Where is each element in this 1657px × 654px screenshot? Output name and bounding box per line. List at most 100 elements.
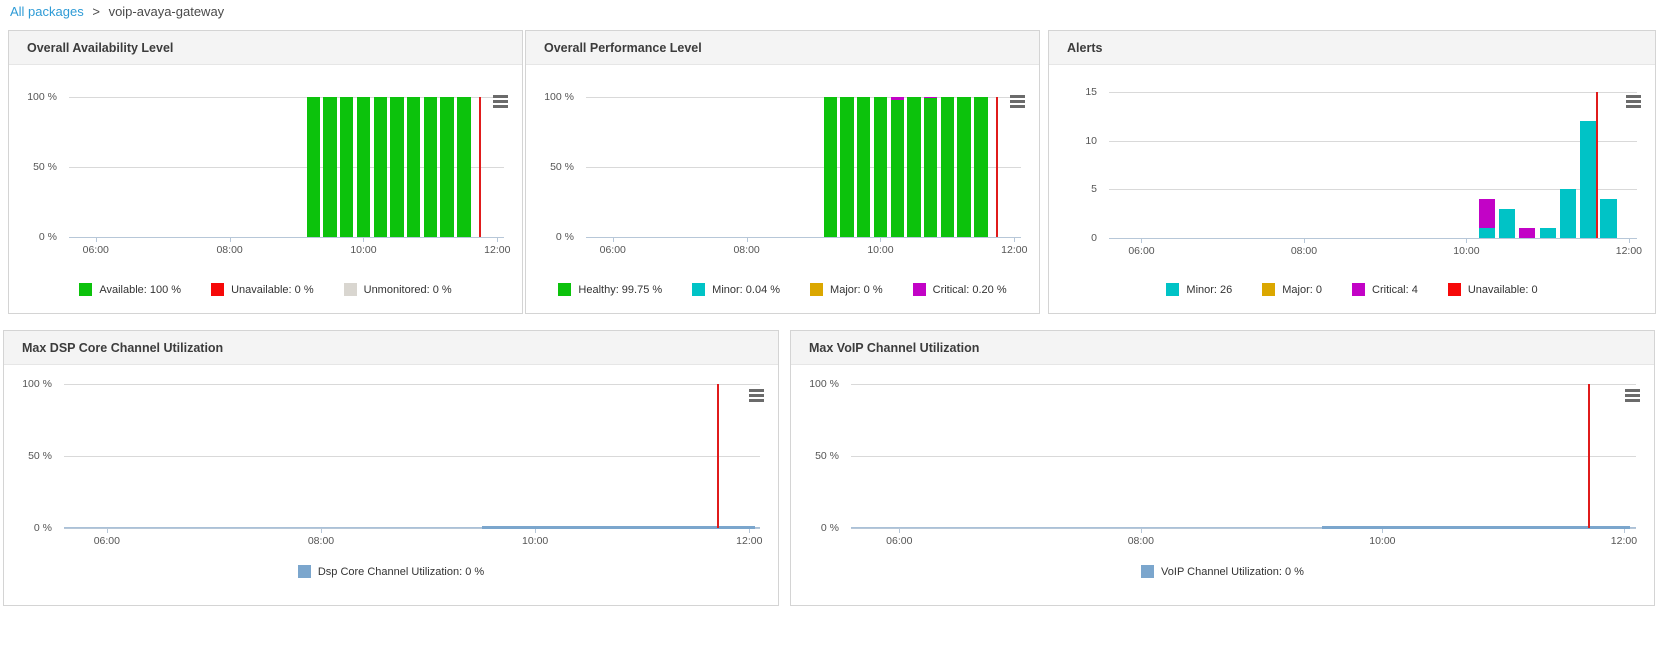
bar-11:00[interactable] — [423, 97, 438, 237]
x-axis-line — [586, 237, 1021, 238]
y-axis-label: 100 % — [27, 91, 57, 103]
breadcrumb-link-all-packages[interactable]: All packages — [10, 4, 84, 19]
performance-chart[interactable]: 0 % 50 % 100 % 06:00 08:00 10:00 12:00 Healthy:… — [526, 65, 1039, 313]
legend-swatch-minor_cyan — [692, 283, 706, 296]
bar-10:15[interactable] — [1478, 199, 1495, 238]
panel-body: 0 % 50 % 100 % 06:00 08:00 10:00 12:00 Dsp Core… — [4, 365, 778, 605]
bar-segment-available_green — [890, 100, 904, 237]
legend-swatch-critical_magenta — [1352, 283, 1366, 296]
voip-utilization-chart[interactable]: 0 % 50 % 100 % 06:00 08:00 10:00 12:00 VoIP Cha… — [791, 365, 1654, 605]
bar-09:30[interactable] — [840, 97, 854, 237]
panel-max-dsp-core-channel-utilization: Max DSP Core Channel Utilization 0 % 50 %… — [3, 330, 779, 606]
gridline — [69, 97, 504, 98]
bar-segment-available_green — [873, 97, 888, 237]
bar-10:30[interactable] — [1498, 208, 1516, 238]
current-time-line — [1596, 92, 1599, 238]
chart-menu-icon[interactable] — [749, 387, 764, 404]
legend-item: Unavailable: 0 — [1447, 283, 1538, 296]
bar-11:45[interactable] — [1600, 199, 1617, 238]
x-axis-line — [1109, 238, 1637, 239]
x-axis-tick — [106, 528, 108, 533]
bar-11:15[interactable] — [1559, 189, 1577, 238]
x-axis-tick — [363, 237, 365, 242]
legend-item: Minor: 26 — [1166, 283, 1232, 296]
chart-menu-icon[interactable] — [1010, 93, 1025, 110]
bar-segment-critical_magenta — [890, 97, 904, 101]
bar-10:45[interactable] — [923, 97, 938, 237]
panel-title: Alerts — [1067, 41, 1103, 55]
x-axis-label: 10:00 — [1369, 535, 1396, 547]
bar-segment-available_green — [940, 97, 955, 237]
bar-11:00[interactable] — [940, 97, 955, 237]
bar-10:15[interactable] — [373, 97, 387, 237]
series-line — [481, 526, 755, 529]
gridline — [851, 384, 1636, 385]
bar-10:00[interactable] — [873, 97, 888, 237]
bar-10:30[interactable] — [390, 97, 404, 237]
bar-11:30[interactable] — [457, 97, 471, 237]
x-axis-label: 12:00 — [484, 244, 511, 256]
x-axis-tick — [749, 528, 751, 533]
legend-item: Major: 0 — [1262, 283, 1322, 296]
panel-title: Max VoIP Channel Utilization — [809, 341, 980, 355]
chart-legend: VoIP Channel Utilization: 0 % — [791, 565, 1654, 578]
bar-09:30[interactable] — [323, 97, 337, 237]
bar-segment-minor_cyan — [1580, 121, 1597, 238]
dsp-utilization-chart[interactable]: 0 % 50 % 100 % 06:00 08:00 10:00 12:00 Dsp Core… — [4, 365, 778, 605]
y-axis-label: 0 — [1091, 232, 1097, 244]
x-axis-tick — [535, 528, 537, 533]
panel-header: Overall Availability Level — [9, 31, 522, 65]
y-axis-label: 100 % — [544, 91, 574, 103]
x-axis-tick — [612, 237, 614, 242]
bar-09:45[interactable] — [857, 97, 871, 237]
bar-11:15[interactable] — [440, 97, 454, 237]
panel-alerts: Alerts 0 5 10 15 06:00 08:00 10:00 12:00 Minor: … — [1048, 30, 1656, 314]
bar-09:45[interactable] — [340, 97, 354, 237]
alerts-chart[interactable]: 0 5 10 15 06:00 08:00 10:00 12:00 Minor: 26 Major… — [1049, 65, 1655, 313]
x-axis-tick — [1628, 238, 1630, 243]
bar-segment-available_green — [907, 97, 921, 237]
x-axis-tick — [95, 237, 97, 242]
x-axis-tick — [320, 528, 322, 533]
legend-swatch-unavailable_red — [211, 283, 225, 296]
bar-segment-minor_cyan — [1559, 189, 1577, 238]
bar-11:30[interactable] — [974, 97, 988, 237]
availability-chart[interactable]: 0 % 50 % 100 % 06:00 08:00 10:00 12:00 Availabl… — [9, 65, 522, 313]
bar-segment-available_green — [423, 97, 438, 237]
y-axis-label: 0 % — [33, 522, 52, 534]
panel-header: Max DSP Core Channel Utilization — [4, 331, 778, 365]
series-line — [1322, 526, 1630, 529]
y-axis-label: 15 — [1085, 86, 1097, 98]
bar-11:30[interactable] — [1580, 121, 1597, 238]
bar-11:15[interactable] — [957, 97, 971, 237]
bar-10:15[interactable] — [890, 97, 904, 237]
bar-10:45[interactable] — [406, 97, 421, 237]
bar-segment-available_green — [457, 97, 471, 237]
bar-10:45[interactable] — [1519, 228, 1536, 238]
bar-09:15[interactable] — [823, 97, 837, 237]
chart-menu-icon[interactable] — [1626, 93, 1641, 110]
x-axis-label: 06:00 — [82, 244, 109, 256]
legend-label: Unmonitored: 0 % — [363, 283, 452, 296]
gridline — [64, 384, 760, 385]
legend-item: Unmonitored: 0 % — [343, 283, 452, 296]
panel-header: Overall Performance Level — [526, 31, 1039, 65]
bar-10:00[interactable] — [356, 97, 371, 237]
legend-swatch-major_gold — [810, 283, 824, 296]
legend-swatch-available_green — [79, 283, 93, 296]
legend-label: Unavailable: 0 — [1467, 283, 1538, 296]
bar-10:30[interactable] — [907, 97, 921, 237]
panel-overall-performance: Overall Performance Level 0 % 50 % 100 % 06… — [525, 30, 1040, 314]
bar-11:00[interactable] — [1539, 228, 1556, 238]
panel-overall-availability: Overall Availability Level 0 % 50 % 100 % 0… — [8, 30, 523, 314]
y-axis-label: 0 % — [820, 522, 839, 534]
legend-label: Minor: 0.04 % — [712, 283, 781, 296]
chart-menu-icon[interactable] — [1625, 387, 1640, 404]
bar-09:15[interactable] — [306, 97, 320, 237]
x-axis-label: 08:00 — [307, 535, 335, 547]
current-time-line — [717, 384, 720, 528]
x-axis-tick — [1303, 238, 1305, 243]
legend-label: Minor: 26 — [1186, 283, 1233, 296]
chart-menu-icon[interactable] — [493, 93, 508, 110]
